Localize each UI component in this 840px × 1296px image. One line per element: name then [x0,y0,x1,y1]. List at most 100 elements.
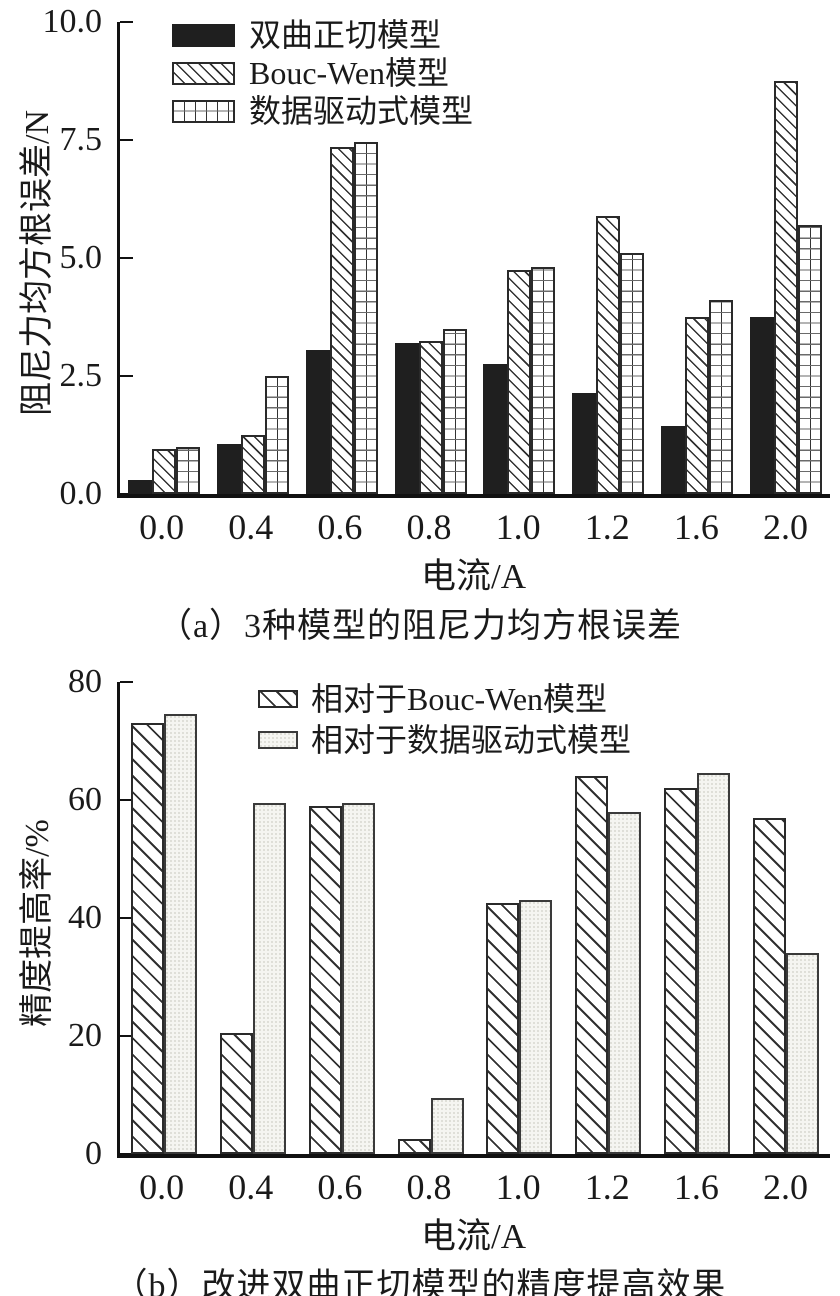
bar-Bouc-Wen模型-1.0A [507,269,532,494]
legend-swatch-diagonal-hatch [172,61,235,85]
bar-数据驱动式模型-1.0A [531,267,556,494]
bar-双曲正切模型-1.0A [483,364,508,494]
bar-Bouc-Wen模型-0.6A [329,147,354,494]
x-category-label: 0.6 [317,507,363,547]
legend-item: 双曲正切模型 [172,18,473,52]
x-category-label: 2.0 [762,507,808,547]
bar-group-0.4A [209,682,298,1154]
x-category-label: 0.4 [228,507,274,547]
bar-group-1.2A [564,22,653,494]
chart-a-x-category-labels: 0.0 0.4 0.6 0.8 1.0 1.2 1.6 2.0 [117,508,830,546]
bar-group-2.0A [741,22,830,494]
bar-双曲正切模型-0.8A [394,342,419,494]
chart-a-bars [120,22,830,494]
x-category-label: 0.0 [139,507,185,547]
x-category-label: 1.6 [673,507,719,547]
x-category-label: 0.8 [406,507,452,547]
y-tick-label: 5.0 [59,239,103,276]
x-category-label: 1.2 [584,1167,630,1207]
legend-item: 相对于数据驱动式模型 [258,723,631,757]
bar-双曲正切模型-0.4A [217,444,242,494]
bar-数据驱动式模型-1.2A [620,253,645,494]
bar-Bouc-Wen模型-0.4A [241,435,266,494]
bar-group-0.6A [298,682,387,1154]
bar-group-0.6A [298,22,387,494]
y-tick-label: 0 [85,1135,102,1172]
y-tick-mark [120,680,133,683]
x-category-label: 1.0 [495,1167,541,1207]
x-category-label: 1.6 [673,1167,719,1207]
bar-group-1.2A [564,682,653,1154]
bar-数据驱动式模型-2.0A [797,224,822,494]
bar-Bouc-Wen模型-1.6A [684,317,709,494]
bar-双曲正切模型-0.6A [305,350,330,494]
y-tick-label: 40 [68,899,102,936]
y-tick-mark [120,492,133,495]
y-tick-label: 10.0 [42,3,103,40]
chart-a-y-ticks: 0.0 2.5 5.0 7.5 10.0 [43,3,830,512]
legend-swatch-diagonal-hatch [258,690,298,708]
bar-相对于Bouc-Wen模型-1.0A [486,903,520,1154]
x-category-label: 0.6 [317,1167,363,1207]
bar-Bouc-Wen模型-2.0A [773,81,798,494]
bar-相对于数据驱动式模型-1.2A [608,811,642,1154]
legend-item: 相对于Bouc-Wen模型 [258,682,631,716]
bar-相对于数据驱动式模型-1.6A [696,773,730,1154]
bar-Bouc-Wen模型-0.0A [152,449,177,494]
bar-双曲正切模型-0.0A [128,479,153,494]
chart-b-plot-area: 0 20 40 60 80 相对于Bouc-Wen模型 相对于数据驱动式模型 [68,663,830,1172]
x-category-label: 1.2 [584,507,630,547]
legend-label: 数据驱动式模型 [249,93,474,129]
chart-a-plot-area: 0.0 2.5 5.0 7.5 10.0 双曲正切模型 Bouc-Wen模型 数据驱动式模型 [43,3,830,512]
bar-双曲正切模型-1.6A [660,425,685,494]
legend-swatch-dotted-light [258,731,298,749]
bar-相对于Bouc-Wen模型-1.6A [663,788,697,1154]
x-category-label: 2.0 [762,1167,808,1207]
bar-group-1.6A [653,682,742,1154]
bar-相对于Bouc-Wen模型-0.8A [397,1139,431,1154]
bar-相对于数据驱动式模型-1.0A [519,900,553,1154]
legend-label: 双曲正切模型 [249,17,442,53]
bar-Bouc-Wen模型-1.2A [596,215,621,494]
chart-a-x-axis-label: 电流/A [420,557,526,596]
bar-group-0.0A [120,22,209,494]
y-tick-label: 0.0 [59,475,103,512]
bar-group-1.0A [475,682,564,1154]
x-category-label: 1.0 [495,507,541,547]
chart-b-caption: （b）改进双曲正切模型的精度提高效果 [113,1268,727,1296]
x-category-label: 0.4 [228,1167,274,1207]
bar-相对于数据驱动式模型-0.4A [253,802,287,1154]
legend-label: 相对于Bouc-Wen模型 [311,681,608,717]
bar-相对于Bouc-Wen模型-1.2A [575,776,609,1154]
y-tick-mark [120,1034,133,1037]
bar-双曲正切模型-1.2A [572,392,597,494]
chart-a-rms-error: 阻尼力均方根误差/N 0.0 2.5 5.0 7.5 10.0 双曲正切模型 Bouc-W… [19,3,830,645]
bar-相对于Bouc-Wen模型-0.0A [131,723,165,1154]
legend-swatch-solid-black [172,23,235,47]
bar-group-1.0A [475,22,564,494]
chart-b-x-category-labels: 0.0 0.4 0.6 0.8 1.0 1.2 1.6 2.0 [117,1168,830,1206]
bar-Bouc-Wen模型-0.8A [418,340,443,494]
bar-相对于数据驱动式模型-2.0A [785,953,819,1154]
y-tick-mark [120,916,133,919]
chart-b-accuracy-improvement: 精度提高率/% 0 20 40 60 80 相对于Bouc-Wen模型 相对于数据驱动式模… [0,660,840,1296]
y-tick-mark [120,1152,133,1155]
chart-b-bars [120,682,830,1154]
bar-数据驱动式模型-0.4A [265,376,290,494]
bar-相对于数据驱动式模型-0.6A [341,802,375,1154]
y-tick-mark [120,20,133,23]
x-category-label: 0.0 [139,1167,185,1207]
chart-a-caption: （a）3种模型的阻尼力均方根误差 [157,608,683,645]
y-tick-mark [120,374,133,377]
bar-group-0.0A [120,682,209,1154]
bar-数据驱动式模型-0.6A [353,142,378,494]
bar-group-0.8A [386,22,475,494]
bar-相对于数据驱动式模型-0.0A [164,714,198,1154]
legend-swatch-grid-hatch [172,99,235,123]
legend-label: Bouc-Wen模型 [249,55,450,91]
chart-b-x-axis-label: 电流/A [420,1217,526,1256]
y-tick-mark [120,256,133,259]
bar-group-0.8A [386,682,475,1154]
bar-group-1.6A [653,22,742,494]
legend-item: Bouc-Wen模型 [172,56,473,90]
